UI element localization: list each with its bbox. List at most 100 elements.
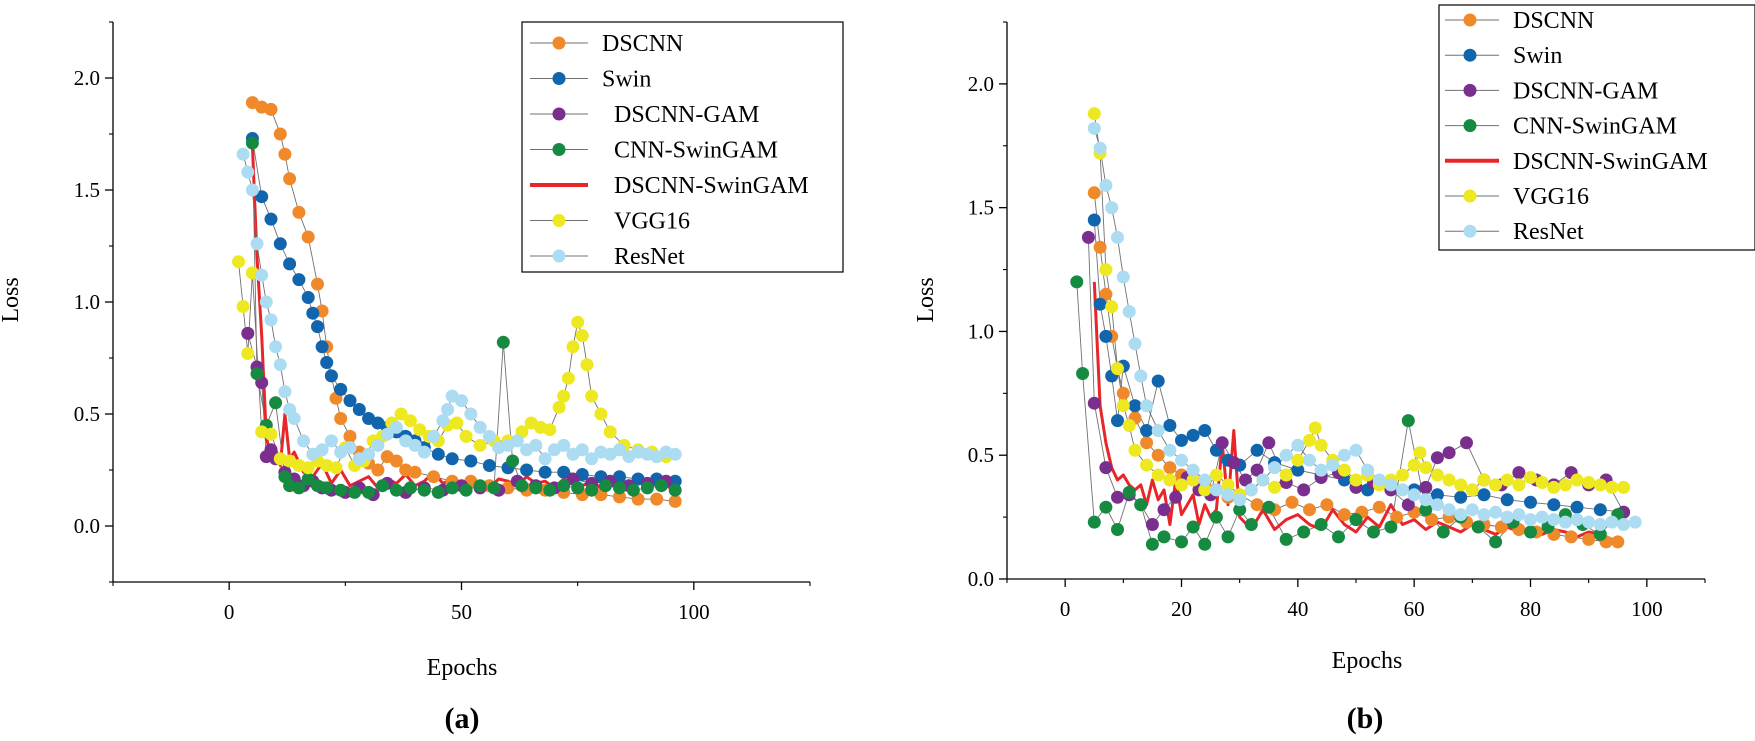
point-swin-b: [1291, 463, 1305, 477]
point-swin-b: [1093, 297, 1107, 311]
point-vgg16-b: [1163, 473, 1177, 487]
point-resnet-b: [1151, 424, 1165, 437]
point-resnet-a: [613, 443, 626, 457]
point-vgg16-b: [1209, 468, 1223, 482]
point-swin-b: [1477, 488, 1491, 502]
point-cnn-swingam-b: [1175, 535, 1188, 549]
point-resnet-a: [575, 443, 589, 457]
chart-panel-b: 0.0 0.5 1.0 1.5 2.0 0 20 40 60 80 100 Loss Epochs DSC…: [913, 4, 1755, 674]
point-resnet-b: [1163, 443, 1177, 457]
y-tick-label-b: 2.0: [968, 72, 994, 96]
point-dscnn-b: [1250, 498, 1264, 512]
point-resnet-a: [297, 434, 310, 448]
point-dscnn-b: [1151, 448, 1165, 462]
point-dscnn-b: [1140, 436, 1154, 450]
point-vgg16-b: [1122, 419, 1136, 432]
point-swin-a: [292, 273, 306, 287]
legend-label-vgg16-a: VGG16: [614, 209, 690, 235]
point-resnet-b: [1489, 505, 1503, 519]
point-swin-a: [255, 190, 269, 204]
point-cnn-swingam-a: [613, 481, 626, 495]
point-cnn-swingam-b: [1332, 530, 1345, 544]
point-cnn-swingam-a: [431, 485, 445, 499]
point-resnet-b: [1122, 305, 1136, 319]
point-swin-a: [283, 257, 297, 271]
point-cnn-swingam-a: [668, 483, 682, 497]
point-vgg16-b: [1175, 478, 1188, 492]
point-dscnn-gam-b: [1081, 230, 1095, 244]
point-resnet-b: [1291, 438, 1305, 452]
point-cnn-swingam-b: [1489, 535, 1503, 549]
point-resnet-a: [264, 313, 278, 327]
x-tick-label-a: 0: [224, 600, 235, 624]
point-swin-b: [1547, 498, 1561, 512]
point-vgg16-b: [1396, 468, 1409, 482]
chart-panel-a: 0.0 0.5 1.0 1.5 2.0 0 50 100 Loss Epochs DSCNN Swin…: [0, 21, 844, 681]
point-swin-b: [1151, 374, 1165, 388]
legend-a: DSCNN Swin DSCNN-GAM CNN-SwinGAM DSCNN-SwinG…: [521, 21, 844, 273]
legend-label-vgg16-b: VGG16: [1513, 184, 1589, 210]
point-dscnn-a: [371, 463, 385, 477]
point-resnet-b: [1512, 508, 1526, 522]
legend-symbol-cnn-swingam-b: [1463, 119, 1477, 133]
point-dscnn-a: [278, 147, 292, 161]
y-tick-label-b: 0.5: [968, 443, 994, 467]
point-vgg16-a: [473, 438, 487, 452]
point-vgg16-b: [1221, 478, 1235, 492]
legend-symbol-swin-b: [1463, 48, 1477, 62]
point-resnet-b: [1209, 483, 1223, 497]
point-vgg16-b: [1512, 478, 1526, 492]
point-cnn-swingam-a: [389, 483, 403, 497]
point-resnet-b: [1303, 453, 1316, 467]
y-axis-label-a: Loss: [0, 277, 24, 322]
point-resnet-b: [1407, 488, 1421, 502]
y-tick-label-a: 2.0: [74, 66, 100, 90]
point-resnet-a: [585, 452, 599, 466]
point-vgg16-b: [1489, 478, 1503, 492]
point-dscnn-gam-b: [1227, 456, 1241, 470]
point-dscnn-b: [1611, 535, 1625, 549]
point-cnn-swingam-b: [1198, 537, 1212, 551]
point-resnet-b: [1093, 141, 1107, 155]
point-cnn-swingam-b: [1087, 515, 1101, 529]
legend-symbol-vgg16-b: [1463, 189, 1477, 203]
point-resnet-b: [1140, 399, 1154, 413]
point-vgg16-a: [329, 461, 343, 475]
point-resnet-b: [1256, 473, 1270, 487]
point-resnet-b: [1134, 369, 1148, 383]
point-dscnn-gam-b: [1460, 436, 1473, 450]
point-cnn-swingam-a: [403, 481, 417, 495]
point-cnn-swingam-a: [640, 481, 654, 495]
point-vgg16-b: [1314, 438, 1328, 452]
point-resnet-a: [278, 385, 292, 399]
point-dscnn-b: [1494, 520, 1508, 534]
point-swin-b: [1128, 399, 1142, 413]
series-layer-a: [232, 96, 682, 508]
point-resnet-b: [1099, 178, 1113, 192]
point-swin-b: [1186, 428, 1200, 442]
point-resnet-a: [464, 407, 478, 421]
point-vgg16-a: [413, 423, 427, 437]
point-vgg16-a: [264, 427, 278, 441]
legend-symbol-resnet-a: [552, 249, 566, 263]
point-dscnn-a: [273, 127, 287, 141]
point-dscnn-b: [1337, 508, 1351, 522]
point-dscnn-b: [1087, 186, 1101, 200]
point-swin-a: [538, 465, 552, 479]
y-tick-label-b: 0.0: [968, 567, 994, 591]
point-vgg16-a: [241, 347, 255, 360]
legend-symbol-dscnn-a: [552, 36, 566, 50]
point-vgg16-b: [1337, 463, 1351, 477]
point-vgg16-a: [236, 300, 250, 313]
point-resnet-b: [1233, 493, 1247, 507]
point-vgg16-b: [1291, 453, 1305, 467]
point-cnn-swingam-a: [445, 481, 459, 495]
point-swin-a: [301, 291, 315, 304]
point-cnn-swingam-b: [1099, 500, 1113, 514]
point-vgg16-a: [403, 414, 417, 428]
y-tick-label-b: 1.5: [968, 196, 994, 220]
y-axis-label-b: Loss: [913, 277, 939, 322]
point-cnn-swingam-b: [1076, 367, 1090, 380]
point-vgg16-b: [1303, 433, 1316, 447]
point-resnet-b: [1279, 448, 1293, 462]
